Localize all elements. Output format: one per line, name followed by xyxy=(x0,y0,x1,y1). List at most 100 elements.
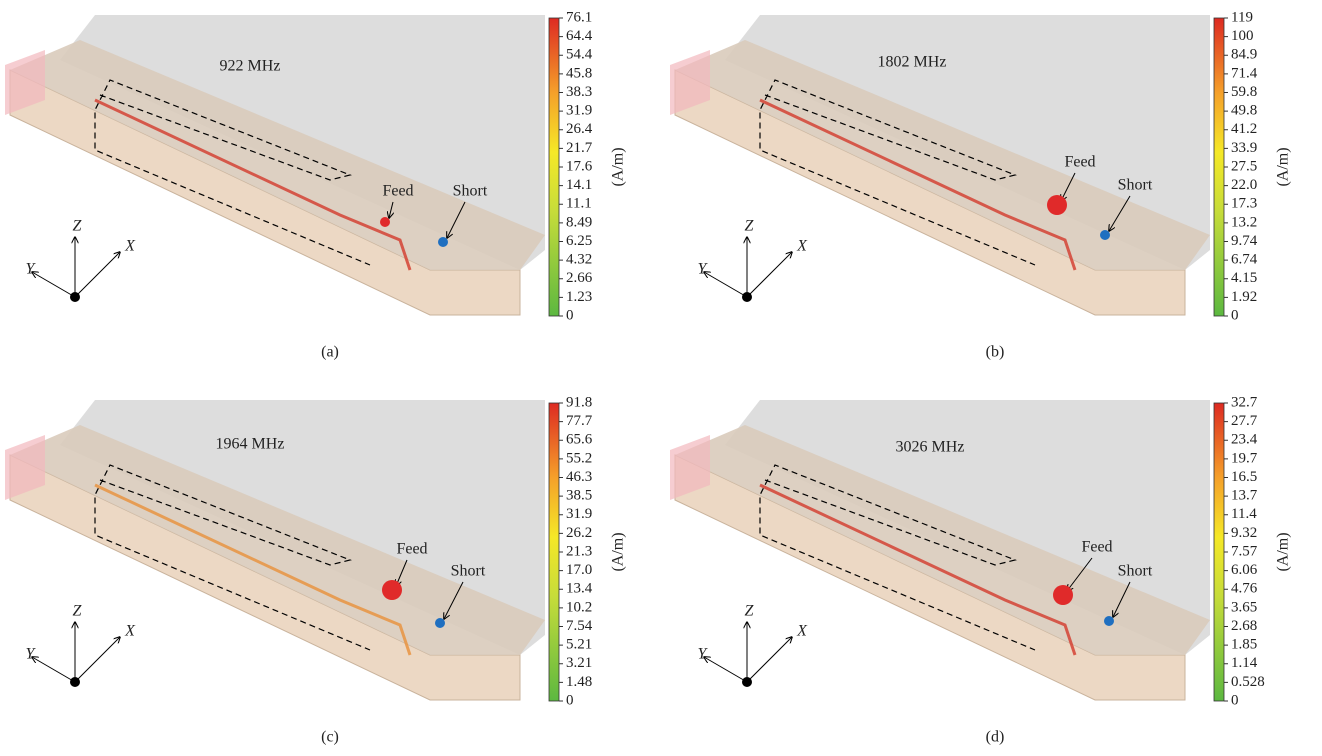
x-label: X xyxy=(796,623,808,640)
colorbar-label: 45.8 xyxy=(566,65,592,81)
feed-point xyxy=(380,217,390,227)
feed-label: Feed xyxy=(1081,539,1112,556)
feed-label: Feed xyxy=(396,541,427,558)
colorbar-label: 31.9 xyxy=(566,506,592,522)
colorbar-label: 55.2 xyxy=(566,450,592,466)
colorbar-label: 1.92 xyxy=(1231,289,1257,305)
frequency-label: 1802 MHz xyxy=(878,54,947,71)
colorbar-label: 11.1 xyxy=(566,196,592,212)
colorbar-label: 17.0 xyxy=(566,562,592,578)
origin xyxy=(742,677,752,687)
colorbar-label: 0 xyxy=(566,692,574,708)
colorbar-label: 9.74 xyxy=(1231,233,1258,249)
colorbar-label: 32.7 xyxy=(1231,394,1258,410)
colorbar-label: 6.74 xyxy=(1231,252,1258,268)
colorbar-label: 4.76 xyxy=(1231,581,1258,597)
z-label: Z xyxy=(745,218,755,235)
colorbar-label: 26.2 xyxy=(566,525,592,541)
y-axis xyxy=(32,272,75,297)
colorbar-label: 77.7 xyxy=(566,413,593,429)
colorbar-label: 13.2 xyxy=(1231,214,1257,230)
feed-point xyxy=(1053,585,1073,605)
z-label: Z xyxy=(73,218,83,235)
colorbar-label: 0 xyxy=(1231,692,1239,708)
short-label: Short xyxy=(1118,177,1153,194)
colorbar-label: 3.21 xyxy=(566,655,592,671)
colorbar-label: 1.14 xyxy=(1231,655,1258,671)
y-label: Y xyxy=(698,646,709,663)
caption: (b) xyxy=(986,344,1005,361)
x-axis xyxy=(747,637,792,682)
feed-label: Feed xyxy=(382,183,413,200)
colorbar xyxy=(549,403,559,701)
colorbar-label: 65.6 xyxy=(566,432,593,448)
colorbar-label: 7.54 xyxy=(566,618,593,634)
short-point xyxy=(438,237,448,247)
colorbar-label: 64.4 xyxy=(566,28,593,44)
colorbar-label: 59.8 xyxy=(1231,84,1257,100)
colorbar-label: 23.4 xyxy=(1231,432,1258,448)
colorbar-label: 21.3 xyxy=(566,543,592,559)
x-label: X xyxy=(124,623,136,640)
colorbar-label: 100 xyxy=(1231,28,1254,44)
colorbar-label: 2.66 xyxy=(566,270,593,286)
colorbar-label: 33.9 xyxy=(1231,140,1257,156)
colorbar-label: 14.1 xyxy=(566,177,592,193)
unit-label: (A/m) xyxy=(610,532,627,571)
colorbar-label: 49.8 xyxy=(1231,103,1257,119)
feed-point xyxy=(1047,195,1067,215)
colorbar-label: 38.3 xyxy=(566,84,592,100)
frequency-label: 3026 MHz xyxy=(896,439,965,456)
unit-label: (A/m) xyxy=(610,147,627,186)
colorbar-label: 91.8 xyxy=(566,394,592,410)
colorbar-label: 13.4 xyxy=(566,581,593,597)
colorbar-label: 17.6 xyxy=(566,158,593,174)
colorbar-label: 11.4 xyxy=(1231,506,1257,522)
colorbar-label: 41.2 xyxy=(1231,121,1257,137)
colorbar-label: 4.32 xyxy=(566,252,592,268)
x-axis xyxy=(75,637,120,682)
origin xyxy=(70,677,80,687)
colorbar-label: 6.25 xyxy=(566,233,592,249)
colorbar-label: 16.5 xyxy=(1231,469,1257,485)
colorbar-label: 17.3 xyxy=(1231,196,1257,212)
caption: (c) xyxy=(321,729,339,746)
short-point xyxy=(1100,230,1110,240)
colorbar-label: 84.9 xyxy=(1231,47,1257,63)
colorbar-label: 6.06 xyxy=(1231,562,1258,578)
y-axis xyxy=(704,657,747,682)
colorbar-label: 10.2 xyxy=(566,599,592,615)
x-label: X xyxy=(796,238,808,255)
panel: 1802 MHzFeedShortZYX11910084.971.459.849… xyxy=(670,9,1292,360)
z-label: Z xyxy=(745,603,755,620)
colorbar-label: 76.1 xyxy=(566,9,592,25)
origin xyxy=(70,292,80,302)
colorbar-label: 46.3 xyxy=(566,469,592,485)
colorbar-label: 0 xyxy=(566,307,574,323)
frequency-label: 922 MHz xyxy=(220,58,281,75)
x-axis xyxy=(75,252,120,297)
panel: 3026 MHzFeedShortZYX32.727.723.419.716.5… xyxy=(670,394,1292,745)
colorbar-label: 19.7 xyxy=(1231,450,1258,466)
colorbar-label: 0 xyxy=(1231,307,1239,323)
colorbar-label: 9.32 xyxy=(1231,525,1257,541)
colorbar-label: 27.5 xyxy=(1231,158,1257,174)
figure: 922 MHzFeedShortZYX76.164.454.445.838.33… xyxy=(0,0,1322,756)
colorbar xyxy=(1214,18,1224,316)
y-label: Y xyxy=(26,261,37,278)
colorbar-label: 1.85 xyxy=(1231,637,1257,653)
y-label: Y xyxy=(698,261,709,278)
unit-label: (A/m) xyxy=(1275,532,1292,571)
short-label: Short xyxy=(1118,563,1153,580)
short-label: Short xyxy=(453,183,488,200)
colorbar-label: 7.57 xyxy=(1231,543,1258,559)
feed-label: Feed xyxy=(1064,154,1095,171)
colorbar-label: 2.68 xyxy=(1231,618,1257,634)
feed-point xyxy=(382,580,402,600)
colorbar-label: 21.7 xyxy=(566,140,593,156)
caption: (d) xyxy=(986,729,1005,746)
x-label: X xyxy=(124,238,136,255)
colorbar-label: 1.48 xyxy=(566,674,592,690)
short-point xyxy=(1104,616,1114,626)
